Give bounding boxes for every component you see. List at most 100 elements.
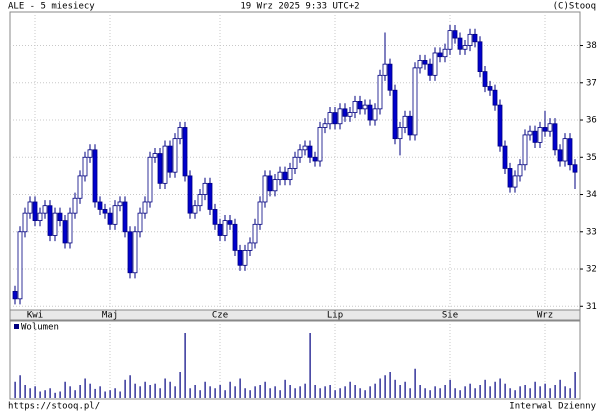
volume-bar (239, 378, 241, 398)
candle-body (277, 171, 283, 181)
volume-bar (254, 386, 256, 398)
volume-bar (129, 375, 131, 398)
volume-bar (234, 386, 236, 398)
candle-body (442, 48, 448, 58)
x-tick-label: Lip (327, 311, 343, 321)
candle-body (387, 63, 393, 91)
volume-bar (319, 388, 321, 398)
volume-bar (374, 383, 376, 398)
candle-body (57, 212, 63, 221)
candle-body (242, 249, 248, 266)
volume-bar (569, 388, 571, 398)
candle-body (47, 205, 53, 236)
candle-body (282, 171, 288, 181)
candle-body (537, 127, 543, 143)
candle-body (317, 127, 323, 162)
candle-body (32, 201, 38, 222)
volume-bar (394, 379, 396, 398)
candle-body (397, 127, 403, 140)
volume-bar (469, 383, 471, 398)
candle-body (67, 212, 73, 244)
candle-body (367, 104, 373, 121)
candle-body (262, 175, 268, 203)
candle-body (12, 290, 18, 300)
volume-bar (114, 388, 116, 398)
volume-bar (209, 386, 211, 398)
candle-body (212, 209, 218, 225)
candle-body (347, 112, 353, 117)
volume-bar (84, 378, 86, 398)
candle-body (477, 41, 483, 72)
candle-body (117, 201, 123, 207)
x-tick-label: Wrz (537, 311, 553, 321)
candle-body (107, 212, 113, 225)
candle-body (532, 130, 538, 143)
volume-bar (399, 385, 401, 398)
volume-bar (194, 385, 196, 398)
volume-bar (119, 391, 121, 398)
volume-bar (499, 378, 501, 398)
volume-bar (314, 385, 316, 398)
volume-bar (384, 375, 386, 398)
volume-legend-swatch (14, 324, 19, 329)
volume-bar (519, 386, 521, 398)
volume-bar (24, 385, 26, 398)
candle-body (542, 127, 548, 132)
volume-bar (439, 388, 441, 398)
volume-bar (184, 333, 186, 398)
candle-body (37, 212, 43, 221)
candle-body (522, 134, 528, 166)
y-tick-label: 32 (586, 265, 597, 275)
volume-bar (189, 388, 191, 398)
candle-body (297, 149, 303, 158)
candle-body (427, 63, 433, 76)
volume-bar (174, 386, 176, 398)
candle-body (62, 220, 68, 244)
volume-bar (109, 390, 111, 398)
candle-body (227, 220, 233, 225)
volume-bar (539, 386, 541, 398)
volume-bar (79, 385, 81, 398)
candle-body (352, 101, 358, 113)
x-tick-label: Cze (212, 311, 228, 321)
volume-bar (284, 379, 286, 398)
candle-body (272, 179, 278, 192)
volume-bar (514, 390, 516, 398)
volume-bar (204, 381, 206, 398)
candle-body (22, 212, 28, 233)
x-tick-label: Maj (102, 311, 118, 321)
volume-bar (484, 379, 486, 398)
volume-bar (264, 381, 266, 398)
y-tick-label: 37 (586, 78, 597, 88)
volume-bar (304, 383, 306, 398)
candle-body (572, 164, 578, 173)
candle-body (302, 145, 308, 151)
x-axis-band (9, 309, 581, 321)
chart-title: ALE - 5 miesiecy (8, 2, 95, 12)
candle-body (322, 123, 328, 128)
y-tick-label: 35 (586, 153, 597, 163)
y-tick-label: 38 (586, 41, 597, 51)
volume-bar (529, 388, 531, 398)
candle-body (392, 89, 398, 140)
candle-body (507, 168, 513, 188)
volume-bar (549, 388, 551, 398)
y-tick-label: 34 (586, 190, 597, 200)
volume-bar (299, 386, 301, 398)
candle-body (312, 156, 318, 162)
candle-body (247, 242, 253, 251)
candle-body (292, 156, 298, 169)
volume-bar (269, 388, 271, 398)
candle-body (462, 45, 468, 50)
candle-body (162, 145, 168, 184)
candle-body (287, 168, 293, 181)
candle-body (132, 231, 138, 274)
source: (C)Stooq (553, 2, 596, 12)
candle-body (517, 164, 523, 177)
volume-bar (419, 385, 421, 398)
volume-bar (449, 379, 451, 398)
footer-left: https://stooq.pl/ (8, 402, 100, 412)
volume-bar (59, 391, 61, 398)
volume-bar (49, 388, 51, 398)
candle-body (492, 89, 498, 106)
